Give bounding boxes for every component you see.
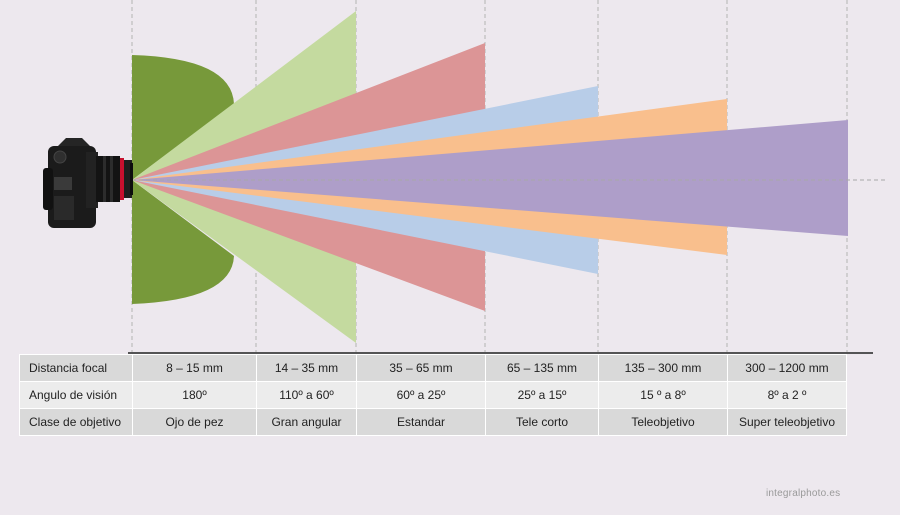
dslr-camera-icon — [43, 138, 133, 228]
table-cell: 35 – 65 mm — [356, 354, 486, 382]
fov-shapes — [132, 11, 848, 343]
table-cell: 14 – 35 mm — [256, 354, 357, 382]
table-cell: Ojo de pez — [132, 408, 257, 436]
table-cell: 15 º a 8º — [598, 381, 728, 409]
table-cell: Estandar — [356, 408, 486, 436]
row-focal-length: Distancia focal 8 – 15 mm 14 – 35 mm 35 … — [19, 354, 847, 382]
row-lens-class: Clase de objetivo Ojo de pez Gran angula… — [19, 408, 847, 436]
row-header: Angulo de visión — [19, 381, 133, 409]
row-header: Distancia focal — [19, 354, 133, 382]
table-cell: 25º a 15º — [485, 381, 599, 409]
watermark: integralphoto.es — [766, 488, 841, 499]
table-cell: 180º — [132, 381, 257, 409]
table-cell: 60º a 25º — [356, 381, 486, 409]
table-cell: 135 – 300 mm — [598, 354, 728, 382]
table-cell: Teleobjetivo — [598, 408, 728, 436]
table-cell: 110º a 60º — [256, 381, 357, 409]
table-cell: 65 – 135 mm — [485, 354, 599, 382]
table-cell: 8 – 15 mm — [132, 354, 257, 382]
table-cell: Super teleobjetivo — [727, 408, 847, 436]
focal-length-table: Distancia focal 8 – 15 mm 14 – 35 mm 35 … — [19, 354, 847, 436]
row-header: Clase de objetivo — [19, 408, 133, 436]
table-cell: Tele corto — [485, 408, 599, 436]
table-cell: Gran angular — [256, 408, 357, 436]
table-cell: 8º a 2 º — [727, 381, 847, 409]
fov-super-teleobjetivo — [132, 120, 848, 236]
fov-ojo-de-pez — [132, 55, 234, 304]
table-cell: 300 – 1200 mm — [727, 354, 847, 382]
row-angle-of-view: Angulo de visión 180º 110º a 60º 60º a 2… — [19, 381, 847, 409]
